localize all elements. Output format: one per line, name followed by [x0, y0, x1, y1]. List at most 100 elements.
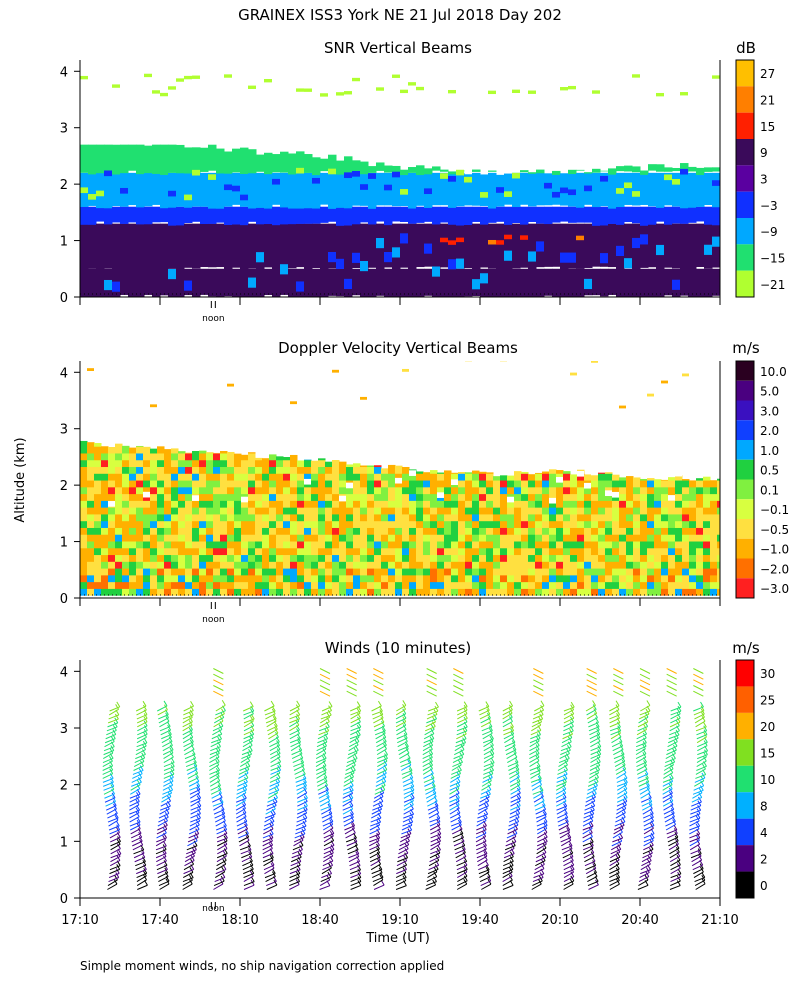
wind-barb-feather: [221, 700, 226, 706]
heatmap-cell: [339, 574, 347, 583]
heatmap-cell: [234, 541, 242, 549]
heatmap-cell: [213, 541, 221, 549]
heatmap-cell: [598, 574, 606, 583]
wind-barb-feather: [142, 704, 147, 711]
heatmap-cell: [521, 480, 529, 488]
wind-barb: [243, 875, 254, 882]
wind-barb-feather: [114, 874, 118, 881]
heatmap-cell: [626, 493, 634, 501]
heatmap-cell: [465, 554, 473, 562]
heatmap-cell: [311, 466, 319, 474]
heatmap-cell: [332, 547, 340, 556]
wind-barb: [161, 733, 172, 740]
heatmap-cell: [185, 588, 193, 596]
wind-barb: [449, 785, 460, 791]
heatmap-cell: [514, 486, 522, 495]
heatmap-cell: [108, 452, 116, 461]
heatmap-cell: [704, 244, 712, 255]
heatmap-cell: [395, 465, 403, 468]
heatmap-cell: [87, 561, 95, 569]
wind-barb: [613, 679, 624, 686]
wind-barb: [323, 827, 334, 835]
wind-barb: [186, 765, 198, 771]
heatmap-cell: [661, 581, 669, 589]
colorbar-swatch: [736, 361, 754, 381]
wind-barb: [130, 828, 141, 835]
heatmap-cell: [360, 513, 368, 522]
wind-barb: [289, 718, 300, 724]
heatmap-cell: [542, 527, 550, 535]
heatmap-cell: [640, 581, 648, 589]
heatmap-cell: [360, 184, 368, 190]
heatmap-cell: [675, 500, 683, 508]
wind-barb: [322, 823, 333, 831]
heatmap-cell: [176, 78, 184, 82]
heatmap-cell: [248, 480, 256, 488]
colorbar-label: −3.0: [760, 582, 789, 596]
wind-barb-feather: [382, 776, 387, 782]
wind-barb-feather: [116, 701, 121, 708]
heatmap-cell: [276, 527, 284, 535]
wind-barb-feather: [357, 876, 362, 882]
wind-barb: [663, 764, 674, 771]
heatmap-cell: [584, 574, 592, 583]
wind-barb-feather: [619, 744, 624, 750]
wind-barb: [422, 764, 433, 771]
wind-barb-feather: [327, 709, 332, 716]
heatmap-cell: [206, 466, 214, 474]
heatmap-cell: [395, 486, 403, 495]
wind-barb: [156, 856, 167, 863]
wind-barb: [479, 876, 491, 883]
heatmap-cell: [283, 581, 291, 589]
wind-barb: [216, 825, 227, 831]
heatmap-cell: [619, 500, 627, 508]
wind-barb: [667, 737, 679, 744]
heatmap-cell: [216, 223, 225, 268]
wind-barb: [211, 738, 222, 744]
heatmap-cell: [129, 473, 137, 481]
heatmap-cell: [647, 486, 655, 495]
heatmap-cell: [556, 527, 564, 535]
wind-barb: [373, 685, 384, 691]
wind-barb-feather: [700, 780, 705, 787]
heatmap-cell: [437, 554, 445, 562]
wind-barb-feather: [669, 787, 673, 794]
heatmap-cell: [384, 165, 393, 173]
heatmap-cell: [472, 520, 480, 528]
wind-barb: [348, 744, 359, 752]
heatmap-cell: [514, 471, 522, 474]
heatmap-cell: [458, 520, 466, 528]
wind-barb: [183, 710, 194, 716]
heatmap-cell: [437, 473, 445, 481]
wind-barb: [666, 690, 677, 697]
wind-barb: [129, 816, 140, 823]
heatmap-cell: [164, 466, 172, 474]
wind-barb-feather: [537, 773, 542, 779]
heatmap-cell: [164, 554, 172, 562]
heatmap-cell: [668, 486, 676, 495]
heatmap-cell: [632, 268, 641, 297]
heatmap-cell: [374, 534, 382, 542]
heatmap-cell: [115, 581, 123, 589]
wind-barb: [510, 784, 521, 791]
heatmap-cell: [656, 206, 665, 222]
wind-barb: [530, 772, 541, 779]
heatmap-cell: [619, 541, 627, 549]
wind-barb: [136, 875, 147, 882]
heatmap-cell: [458, 480, 466, 488]
colorbar-swatch: [736, 112, 754, 139]
heatmap-cell: [689, 534, 697, 542]
wind-barb-feather: [190, 855, 195, 861]
wind-barb: [426, 690, 437, 697]
heatmap-cell: [696, 167, 705, 176]
wind-barb: [502, 716, 513, 724]
heatmap-cell: [409, 500, 417, 508]
heatmap-cell: [213, 473, 221, 481]
wind-barb-feather: [189, 709, 194, 716]
heatmap-cell: [458, 561, 466, 569]
wind-barb-feather: [249, 715, 254, 722]
heatmap-cell: [339, 486, 347, 495]
heatmap-cell: [416, 547, 424, 556]
wind-barb: [317, 784, 328, 791]
heatmap-cell: [290, 561, 298, 569]
